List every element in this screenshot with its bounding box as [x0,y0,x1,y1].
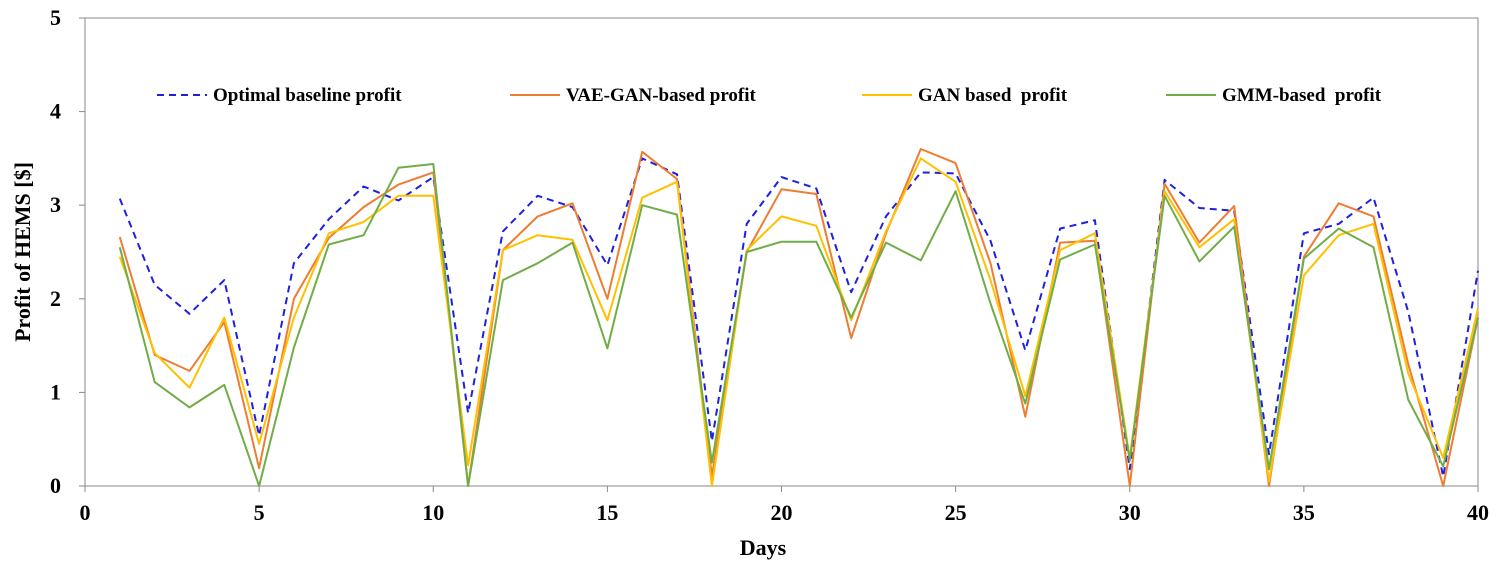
x-axis-title: Days [740,535,787,560]
x-tick-label: 0 [80,500,91,525]
x-tick-label: 10 [422,500,444,525]
x-tick-label: 25 [945,500,967,525]
x-tick-label: 35 [1293,500,1315,525]
y-tick-label: 5 [50,5,61,30]
y-axis-title: Profit of HEMS [$] [10,162,35,342]
y-tick-label: 4 [50,99,61,124]
x-tick-label: 30 [1119,500,1141,525]
series-line-optimal-baseline-profit [118,157,1479,478]
series-layer [118,148,1479,487]
legend: Optimal baseline profit VAE-GAN-based pro… [157,85,1382,106]
x-axis: 0 5 10 15 20 25 30 35 40 [80,486,1489,525]
series-line-gmm-based-profit [118,163,1479,487]
legend-label-vae-gan-based-profit: VAE-GAN-based profit [566,85,757,106]
y-axis: 0 1 2 3 4 5 [50,5,85,498]
plot-area [84,17,1479,487]
y-tick-label: 0 [50,473,61,498]
y-tick-label: 1 [50,379,61,404]
x-tick-label: 20 [771,500,793,525]
legend-label-gan-based-profit: GAN based profit [918,85,1068,106]
legend-label-optimal-baseline-profit: Optimal baseline profit [213,85,402,106]
legend-label-gmm-based-profit: GMM-based profit [1222,85,1382,106]
x-tick-label: 5 [254,500,265,525]
x-tick-label: 15 [596,500,618,525]
x-tick-label: 40 [1467,500,1489,525]
y-tick-label: 2 [50,286,61,311]
y-tick-label: 3 [50,192,61,217]
